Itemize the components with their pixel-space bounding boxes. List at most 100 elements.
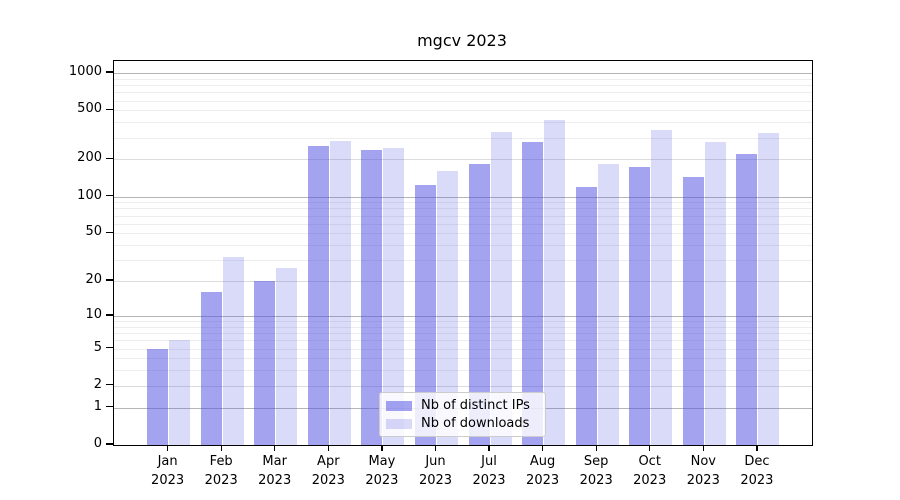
- gridline-70: [114, 215, 812, 217]
- gridline-4: [114, 358, 812, 360]
- legend-item-distinct-ips: Nb of distinct IPs: [386, 398, 538, 414]
- bar-nb-of-downloads-may-2023: [383, 147, 405, 445]
- gridline-10: [114, 315, 812, 317]
- gridline-80: [114, 208, 812, 210]
- bar-nb-of-distinct-ips-nov-2023: [682, 176, 704, 445]
- gridline-60: [114, 223, 812, 225]
- y-tick-label-500: 500: [77, 101, 102, 117]
- y-tick-label-10: 10: [85, 306, 102, 322]
- gridline-90: [114, 202, 812, 204]
- bar-nb-of-distinct-ips-jul-2023: [468, 163, 490, 445]
- x-tick-label-jan-2023: Jan 2023: [151, 454, 185, 488]
- y-tick-500: [106, 108, 113, 110]
- y-tick-2: [106, 384, 113, 386]
- gridline-800: [114, 85, 812, 86]
- plot-area: [113, 60, 813, 446]
- x-tick-label-jul-2023: Jul 2023: [472, 454, 506, 488]
- x-tick-oct-2023: [649, 445, 651, 451]
- bar-nb-of-distinct-ips-aug-2023: [522, 142, 544, 445]
- x-tick-label-aug-2023: Aug 2023: [526, 454, 560, 488]
- bar-nb-of-downloads-aug-2023: [544, 119, 566, 445]
- y-tick-200: [106, 157, 113, 160]
- gridline-300: [114, 137, 812, 139]
- y-tick-1: [106, 406, 113, 408]
- x-tick-jul-2023: [488, 445, 490, 451]
- bar-nb-of-distinct-ips-apr-2023: [307, 146, 329, 445]
- x-tick-label-may-2023: May 2023: [365, 454, 399, 488]
- legend-item-downloads: Nb of downloads: [386, 416, 538, 432]
- bar-nb-of-downloads-sep-2023: [597, 163, 619, 445]
- y-tick-100: [106, 194, 113, 197]
- bar-nb-of-downloads-mar-2023: [276, 267, 298, 445]
- bar-nb-of-downloads-jun-2023: [437, 171, 458, 445]
- gridline-30: [114, 260, 812, 262]
- legend-label: Nb of distinct IPs: [421, 398, 530, 413]
- bar-nb-of-downloads-apr-2023: [329, 141, 351, 445]
- x-tick-label-mar-2023: Mar 2023: [258, 454, 292, 488]
- x-tick-label-dec-2023: Dec 2023: [740, 454, 774, 488]
- y-tick-0: [106, 443, 113, 445]
- y-tick-label-1: 1: [93, 398, 102, 414]
- chart-title: mgcv 2023: [417, 31, 507, 50]
- x-tick-apr-2023: [327, 445, 329, 451]
- y-tick-label-1000: 1000: [68, 64, 102, 79]
- gridline-600: [114, 100, 812, 102]
- x-tick-jan-2023: [166, 445, 169, 451]
- legend-swatch-downloads: [386, 419, 412, 429]
- bar-nb-of-distinct-ips-jun-2023: [415, 184, 436, 445]
- x-tick-label-sep-2023: Sep 2023: [579, 454, 613, 488]
- bar-nb-of-downloads-dec-2023: [758, 132, 780, 445]
- legend: Nb of distinct IPs Nb of downloads: [379, 392, 546, 437]
- gridline-9: [114, 321, 812, 322]
- gridline-20: [114, 281, 812, 283]
- x-tick-label-nov-2023: Nov 2023: [686, 454, 720, 488]
- bar-nb-of-downloads-feb-2023: [222, 256, 244, 445]
- bar-nb-of-downloads-jan-2023: [169, 340, 191, 445]
- bar-nb-of-distinct-ips-sep-2023: [575, 186, 597, 445]
- bar-nb-of-downloads-oct-2023: [651, 129, 673, 445]
- y-tick-label-50: 50: [85, 224, 102, 240]
- gridline-40: [114, 245, 812, 246]
- y-tick-label-2: 2: [93, 376, 102, 392]
- x-tick-sep-2023: [595, 445, 597, 451]
- y-tick-10: [106, 314, 113, 316]
- gridline-5: [114, 348, 812, 350]
- bar-nb-of-distinct-ips-dec-2023: [736, 154, 758, 445]
- y-tick-50: [106, 231, 113, 233]
- y-tick-label-0: 0: [93, 436, 102, 451]
- gridline-2: [114, 385, 812, 387]
- gridline-500: [114, 110, 812, 112]
- gridline-400: [114, 122, 812, 124]
- bar-nb-of-distinct-ips-mar-2023: [254, 281, 276, 445]
- x-tick-may-2023: [381, 445, 383, 451]
- x-tick-mar-2023: [274, 445, 276, 451]
- gridline-700: [114, 92, 812, 94]
- x-tick-nov-2023: [702, 445, 704, 451]
- gridline-8: [114, 326, 812, 328]
- bar-nb-of-downloads-nov-2023: [704, 142, 726, 445]
- x-tick-label-jun-2023: Jun 2023: [418, 454, 453, 488]
- x-tick-label-feb-2023: Feb 2023: [204, 454, 238, 488]
- x-tick-feb-2023: [220, 445, 222, 451]
- bar-nb-of-downloads-jul-2023: [490, 131, 512, 445]
- y-tick-label-100: 100: [77, 187, 102, 203]
- bar-nb-of-distinct-ips-may-2023: [361, 149, 383, 445]
- y-tick-1000: [106, 71, 113, 73]
- bar-nb-of-distinct-ips-feb-2023: [200, 292, 222, 445]
- legend-label: Nb of downloads: [421, 416, 530, 431]
- x-tick-aug-2023: [541, 445, 544, 451]
- gridline-7: [114, 333, 812, 334]
- x-tick-jun-2023: [434, 445, 437, 451]
- y-tick-20: [106, 279, 113, 281]
- gridline-6: [114, 340, 812, 342]
- gridline-900: [114, 78, 812, 80]
- gridline-200: [114, 159, 812, 161]
- gridline-50: [114, 233, 812, 235]
- y-tick-label-20: 20: [85, 272, 102, 288]
- gridline-3: [114, 370, 812, 372]
- y-tick-label-200: 200: [77, 150, 102, 166]
- legend-swatch-distinct-ips: [386, 401, 412, 411]
- gridline-1000: [114, 73, 812, 74]
- gridline-100: [114, 196, 812, 198]
